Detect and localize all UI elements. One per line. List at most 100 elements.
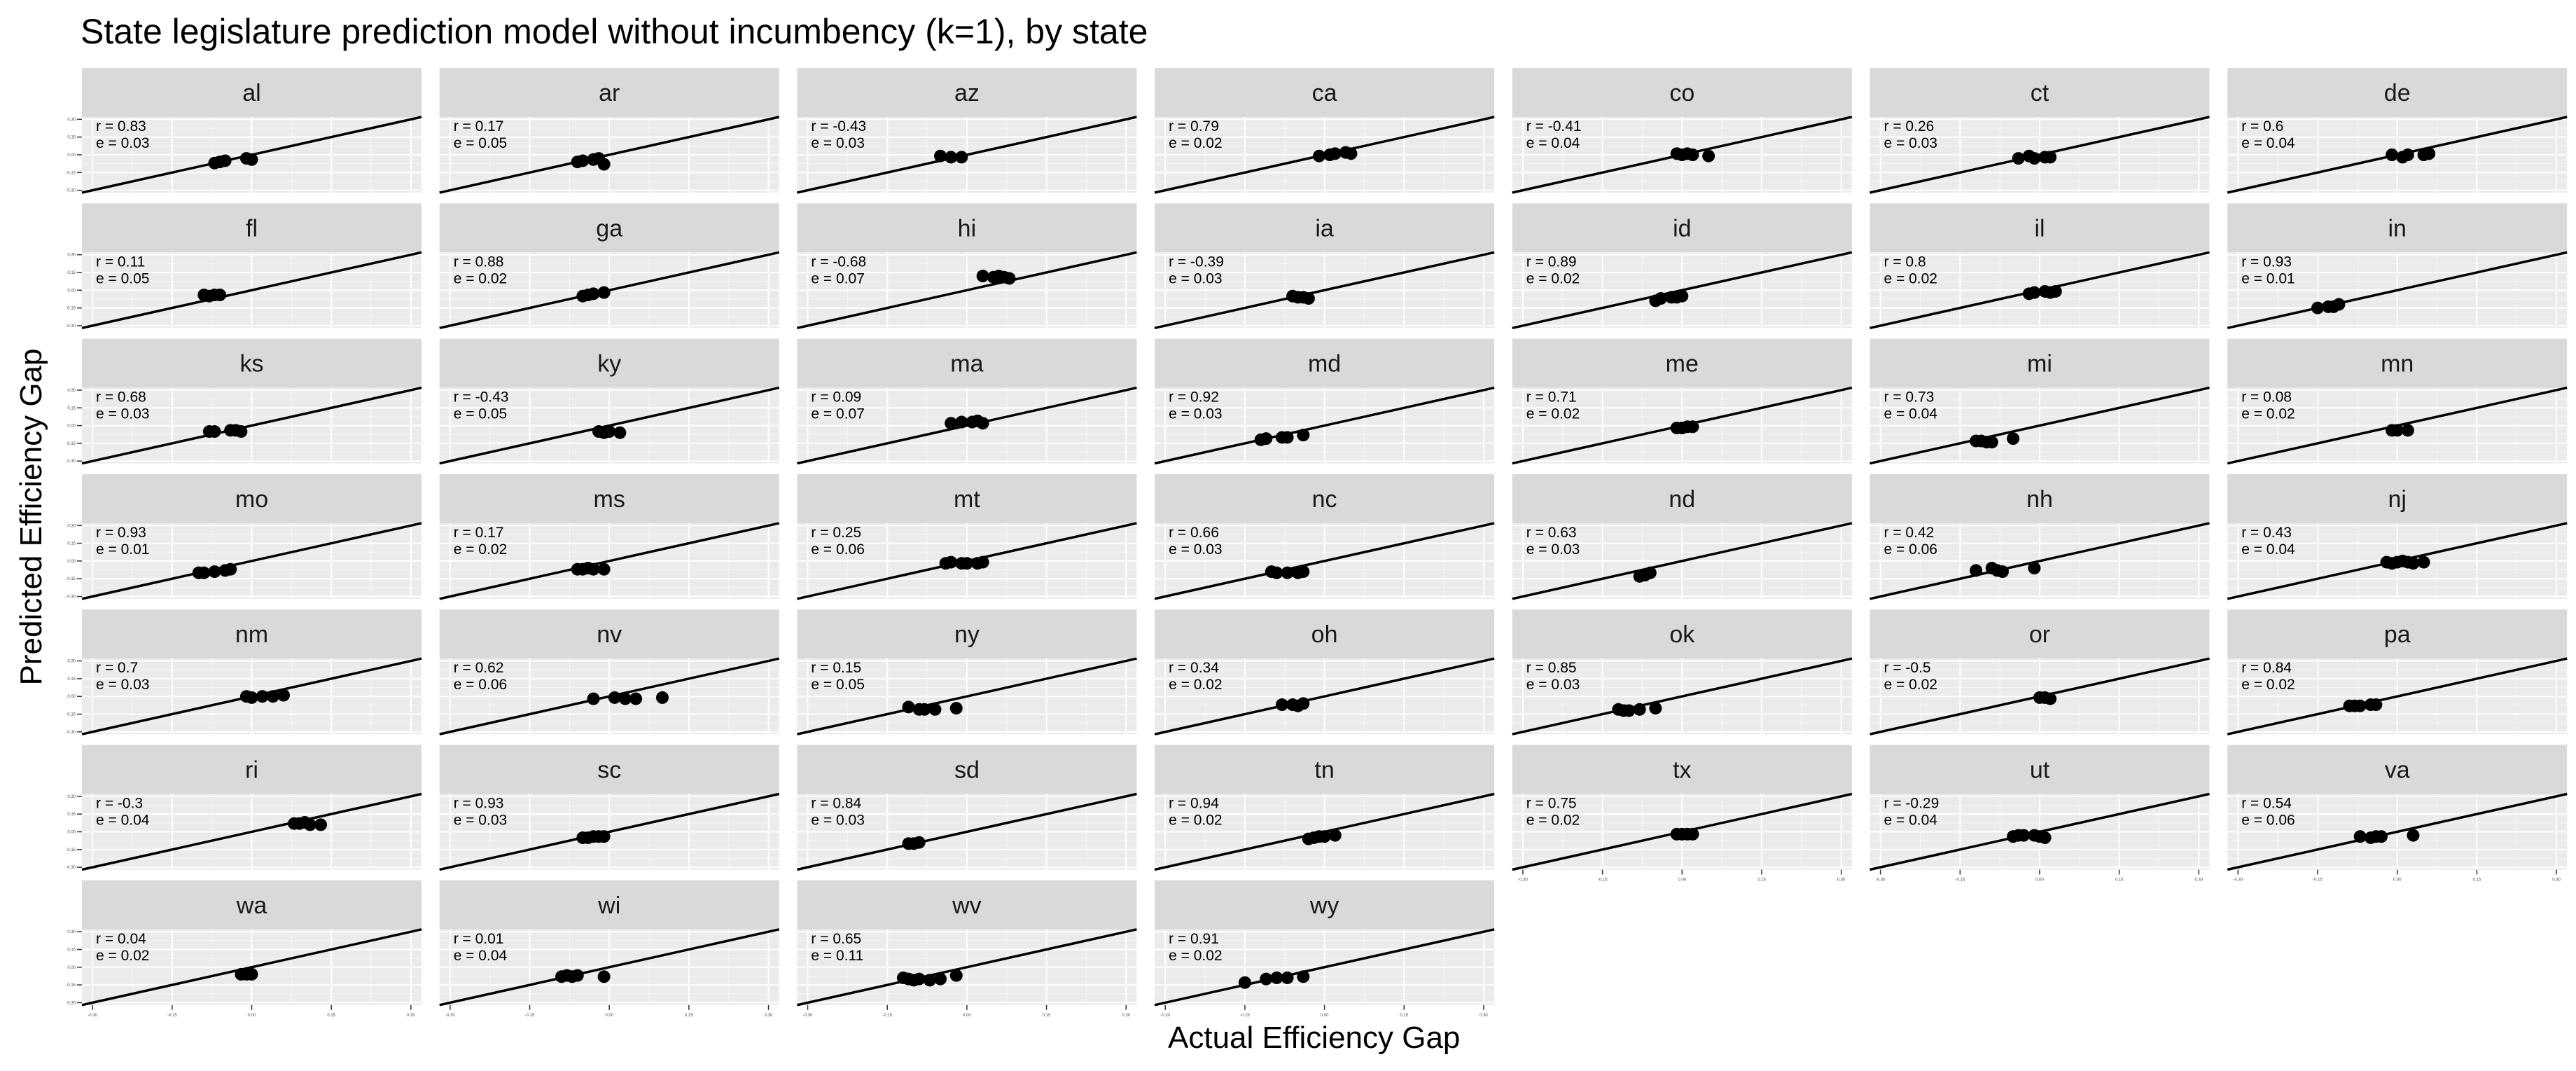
facet-r-label: r = 0.92 bbox=[1169, 389, 1219, 406]
y-tick-label: 0.00 bbox=[67, 153, 76, 158]
facet-strip-label: mn bbox=[2381, 351, 2414, 378]
facet-sc: sc r = 0.93e = 0.03 bbox=[439, 745, 780, 871]
facet-strip bbox=[1870, 338, 2210, 388]
data-point bbox=[2044, 151, 2057, 164]
facet-strip-label: or bbox=[2029, 621, 2050, 648]
y-tick-label: -0.30 bbox=[66, 460, 76, 464]
y-tick-label: 0.30 bbox=[67, 389, 76, 393]
facet-e-label: e = 0.03 bbox=[1884, 135, 1937, 151]
facet-hi: hi r = -0.68e = 0.07 bbox=[797, 203, 1137, 330]
x-tick-label: -0.15 bbox=[525, 1014, 535, 1018]
data-point bbox=[2401, 424, 2414, 437]
facet-strip bbox=[1870, 474, 2210, 523]
facet-mi: mi r = 0.73e = 0.04 bbox=[1870, 338, 2210, 465]
facet-strip bbox=[797, 474, 1137, 523]
data-point bbox=[949, 969, 963, 982]
facet-e-label: e = 0.04 bbox=[1884, 813, 1938, 829]
data-point bbox=[1302, 292, 1315, 305]
reference-line bbox=[439, 116, 780, 194]
facet-e-label: e = 0.03 bbox=[1169, 406, 1222, 422]
reference-line bbox=[81, 792, 422, 871]
data-point bbox=[1985, 436, 1998, 449]
data-point bbox=[976, 417, 989, 430]
facet-r-label: r = 0.85 bbox=[1526, 660, 1577, 676]
y-tick-label: 0.00 bbox=[67, 289, 76, 293]
data-point bbox=[2407, 829, 2420, 842]
reference-line bbox=[2227, 792, 2568, 871]
data-point bbox=[2353, 830, 2367, 843]
data-point bbox=[303, 818, 316, 831]
facet-r-label: r = 0.89 bbox=[1526, 254, 1577, 270]
facet-strip-label: tx bbox=[1673, 757, 1691, 784]
facet-md: md r = 0.92e = 0.03 bbox=[1154, 338, 1495, 465]
reference-line bbox=[81, 251, 422, 330]
facet-e-label: e = 0.04 bbox=[96, 813, 150, 829]
facet-ia: ia r = -0.39e = 0.03 bbox=[1154, 203, 1495, 330]
y-tick-label: 0.15 bbox=[67, 542, 76, 546]
facet-strip-label: sd bbox=[954, 757, 980, 784]
facet-e-label: e = 0.04 bbox=[2241, 541, 2295, 558]
facet-strip-label: sc bbox=[597, 757, 621, 784]
facet-strip bbox=[797, 745, 1137, 794]
facet-r-label: r = -0.43 bbox=[454, 389, 509, 406]
facet-nh: nh r = 0.42e = 0.06 bbox=[1870, 474, 2210, 600]
facet-r-label: r = 0.83 bbox=[96, 118, 146, 134]
facet-strip-label: mo bbox=[235, 486, 268, 513]
facet-e-label: e = 0.02 bbox=[1526, 406, 1580, 422]
facet-strip-label: fl bbox=[246, 215, 258, 242]
facet-ok: ok r = 0.85e = 0.03 bbox=[1512, 609, 1853, 735]
facet-wv: wv r = 0.65e = 0.11 -0.30 -0.15 0.00 0.15 0.30 bbox=[797, 880, 1137, 1018]
data-point bbox=[235, 425, 248, 438]
data-point bbox=[2417, 555, 2430, 569]
data-point bbox=[934, 972, 947, 986]
data-point bbox=[1260, 432, 1273, 445]
data-point bbox=[1281, 971, 1294, 984]
facet-e-label: e = 0.03 bbox=[811, 135, 864, 151]
data-point bbox=[197, 566, 211, 579]
facet-r-label: r = 0.94 bbox=[1169, 796, 1219, 812]
x-tick-label: -0.30 bbox=[1160, 1014, 1170, 1018]
facet-r-label: r = 0.25 bbox=[811, 525, 861, 541]
data-point bbox=[1281, 566, 1294, 579]
y-tick-label: -0.30 bbox=[66, 595, 76, 600]
facet-strip bbox=[1155, 474, 1495, 523]
facet-r-label: r = -0.39 bbox=[1169, 254, 1224, 270]
x-tick-label: -0.30 bbox=[1518, 878, 1528, 883]
chart-title: State legislature prediction model witho… bbox=[81, 12, 1148, 51]
facet-strip bbox=[1512, 474, 1852, 523]
facet-strip bbox=[1512, 338, 1852, 388]
x-tick-label: 0.15 bbox=[1757, 878, 1766, 883]
data-point bbox=[955, 415, 968, 429]
facet-strip-label: nv bbox=[597, 621, 622, 648]
data-point bbox=[1686, 420, 1699, 434]
data-point bbox=[597, 158, 611, 171]
data-point bbox=[2012, 152, 2025, 165]
facet-strip bbox=[82, 338, 422, 388]
facet-nm: nm r = 0.7e = 0.03 -0.30 -0.15 0.00 0.15 0.30 bbox=[66, 609, 422, 735]
facet-strip-label: va bbox=[2385, 757, 2410, 784]
x-tick-label: 0.00 bbox=[963, 1014, 971, 1018]
data-point bbox=[955, 151, 968, 164]
facet-e-label: e = 0.11 bbox=[811, 948, 863, 964]
facet-r-label: r = 0.08 bbox=[2241, 389, 2292, 406]
data-point bbox=[2007, 432, 2020, 445]
data-point bbox=[945, 151, 958, 164]
y-tick-label: 0.15 bbox=[67, 136, 76, 140]
data-point bbox=[1970, 564, 1983, 577]
facet-nv: nv r = 0.62e = 0.06 bbox=[439, 609, 780, 735]
data-point bbox=[976, 270, 989, 283]
data-point bbox=[2017, 829, 2031, 842]
y-tick-label: 0.00 bbox=[67, 560, 76, 564]
facet-strip bbox=[2227, 338, 2568, 388]
data-point bbox=[902, 700, 915, 714]
facet-e-label: e = 0.03 bbox=[1169, 541, 1222, 558]
data-point bbox=[1643, 566, 1657, 579]
facet-strip bbox=[1512, 68, 1852, 117]
y-tick-label: -0.30 bbox=[66, 1001, 76, 1005]
x-tick-label: 0.15 bbox=[2115, 878, 2124, 883]
facet-ar: ar r = 0.17e = 0.05 bbox=[439, 68, 780, 194]
x-axis-title: Actual Efficiency Gap bbox=[1168, 1021, 1461, 1055]
reference-line bbox=[797, 657, 1137, 735]
facet-strip bbox=[1155, 880, 1495, 930]
